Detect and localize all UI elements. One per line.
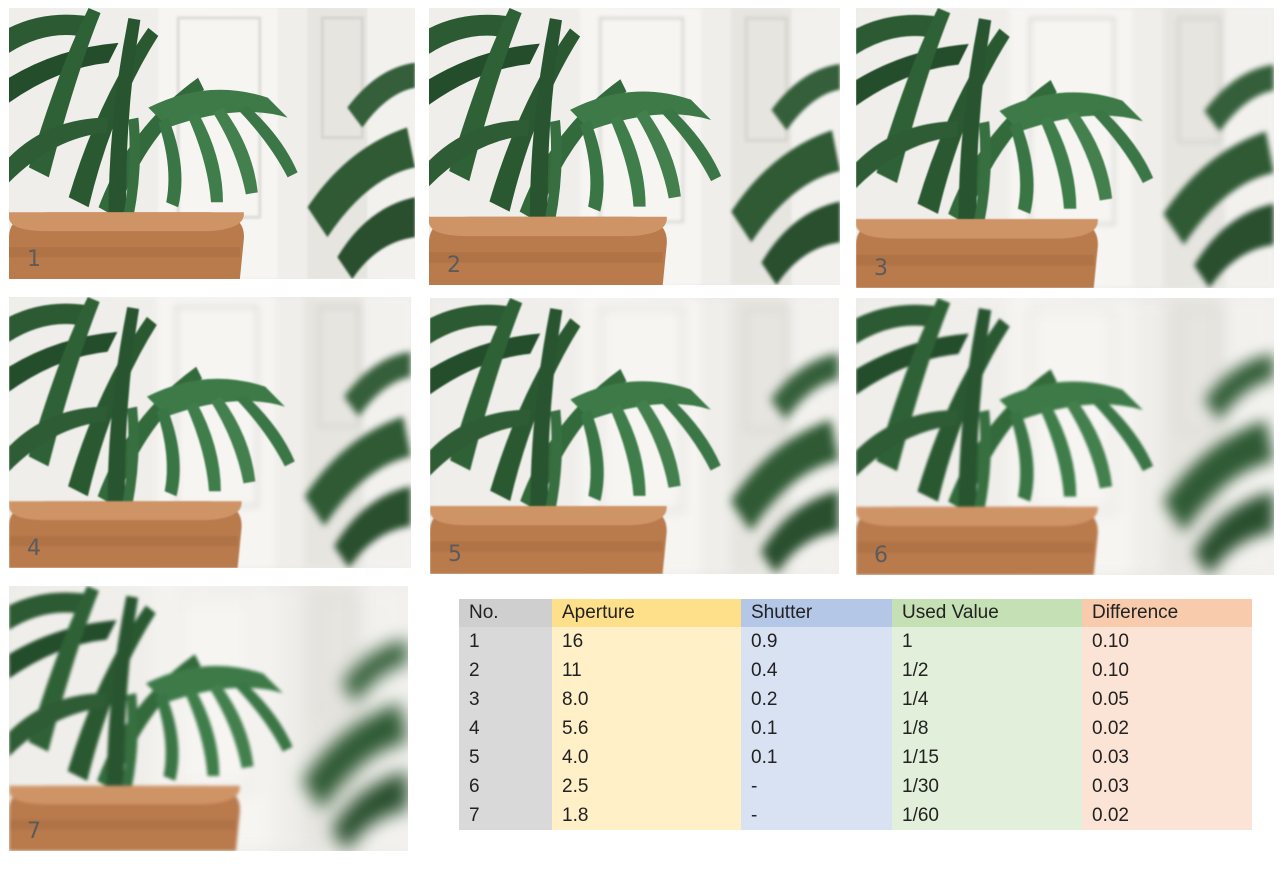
cell-difference: 0.03 xyxy=(1082,743,1252,772)
cell-no: 5 xyxy=(459,743,552,772)
cell-used-value: 1/2 xyxy=(892,656,1082,685)
cell-no: 3 xyxy=(459,685,552,714)
plant-illustration xyxy=(9,297,411,568)
cell-used-value: 1/30 xyxy=(892,772,1082,801)
plant-illustration xyxy=(9,586,408,851)
cell-aperture: 1.8 xyxy=(552,801,741,830)
table-body: 1 16 0.9 1 0.10 2 11 0.4 1/2 0.10 3 8.0 0.2 1/4 0.05 4 5… xyxy=(459,627,1252,830)
cell-no: 6 xyxy=(459,772,552,801)
header-difference: Difference xyxy=(1082,599,1252,627)
photo-label: 7 xyxy=(27,819,41,844)
cell-no: 1 xyxy=(459,627,552,656)
cell-shutter: 0.4 xyxy=(741,656,892,685)
cell-shutter: 0.9 xyxy=(741,627,892,656)
photo-label: 3 xyxy=(874,256,888,281)
photo-label: 1 xyxy=(27,247,41,272)
cell-difference: 0.10 xyxy=(1082,656,1252,685)
table-header-row: No. Aperture Shutter Used Value Differen… xyxy=(459,599,1252,627)
photo-6: 6 xyxy=(856,298,1274,575)
cell-no: 4 xyxy=(459,714,552,743)
cell-used-value: 1/4 xyxy=(892,685,1082,714)
cell-aperture: 16 xyxy=(552,627,741,656)
exposure-table: No. Aperture Shutter Used Value Differen… xyxy=(459,599,1252,830)
table-row: 2 11 0.4 1/2 0.10 xyxy=(459,656,1252,685)
header-no: No. xyxy=(459,599,552,627)
table-row: 6 2.5-1/30 0.03 xyxy=(459,772,1252,801)
cell-aperture: 11 xyxy=(552,656,741,685)
photo-4: 4 xyxy=(9,297,411,568)
plant-illustration xyxy=(856,8,1274,288)
photo-7: 7 xyxy=(9,586,408,851)
photo-label: 5 xyxy=(448,542,462,567)
plant-illustration xyxy=(430,298,839,574)
cell-difference: 0.02 xyxy=(1082,801,1252,830)
cell-difference: 0.10 xyxy=(1082,627,1252,656)
cell-used-value: 1 xyxy=(892,627,1082,656)
cell-no: 2 xyxy=(459,656,552,685)
photo-label: 2 xyxy=(447,253,461,278)
table-row: 7 1.8-1/60 0.02 xyxy=(459,801,1252,830)
header-aperture: Aperture xyxy=(552,599,741,627)
photo-label: 4 xyxy=(27,536,41,561)
plant-illustration xyxy=(856,298,1274,575)
cell-shutter: - xyxy=(741,801,892,830)
photo-label: 6 xyxy=(874,543,888,568)
photo-2: 2 xyxy=(429,8,840,285)
table-row: 3 8.0 0.2 1/4 0.05 xyxy=(459,685,1252,714)
photo-3: 3 xyxy=(856,8,1274,288)
cell-difference: 0.02 xyxy=(1082,714,1252,743)
table-row: 4 5.6 0.1 1/8 0.02 xyxy=(459,714,1252,743)
cell-difference: 0.05 xyxy=(1082,685,1252,714)
cell-shutter: - xyxy=(741,772,892,801)
photo-5: 5 xyxy=(430,298,839,574)
plant-illustration xyxy=(9,8,415,279)
cell-aperture: 8.0 xyxy=(552,685,741,714)
cell-difference: 0.03 xyxy=(1082,772,1252,801)
cell-used-value: 1/8 xyxy=(892,714,1082,743)
cell-shutter: 0.1 xyxy=(741,714,892,743)
cell-shutter: 0.2 xyxy=(741,685,892,714)
cell-used-value: 1/15 xyxy=(892,743,1082,772)
cell-aperture: 2.5 xyxy=(552,772,741,801)
header-used-value: Used Value xyxy=(892,599,1082,627)
photo-1: 1 xyxy=(9,8,415,279)
plant-illustration xyxy=(429,8,840,285)
cell-aperture: 5.6 xyxy=(552,714,741,743)
cell-aperture: 4.0 xyxy=(552,743,741,772)
header-shutter: Shutter xyxy=(741,599,892,627)
cell-no: 7 xyxy=(459,801,552,830)
table-row: 5 4.0 0.1 1/15 0.03 xyxy=(459,743,1252,772)
table-row: 1 16 0.9 1 0.10 xyxy=(459,627,1252,656)
cell-used-value: 1/60 xyxy=(892,801,1082,830)
cell-shutter: 0.1 xyxy=(741,743,892,772)
